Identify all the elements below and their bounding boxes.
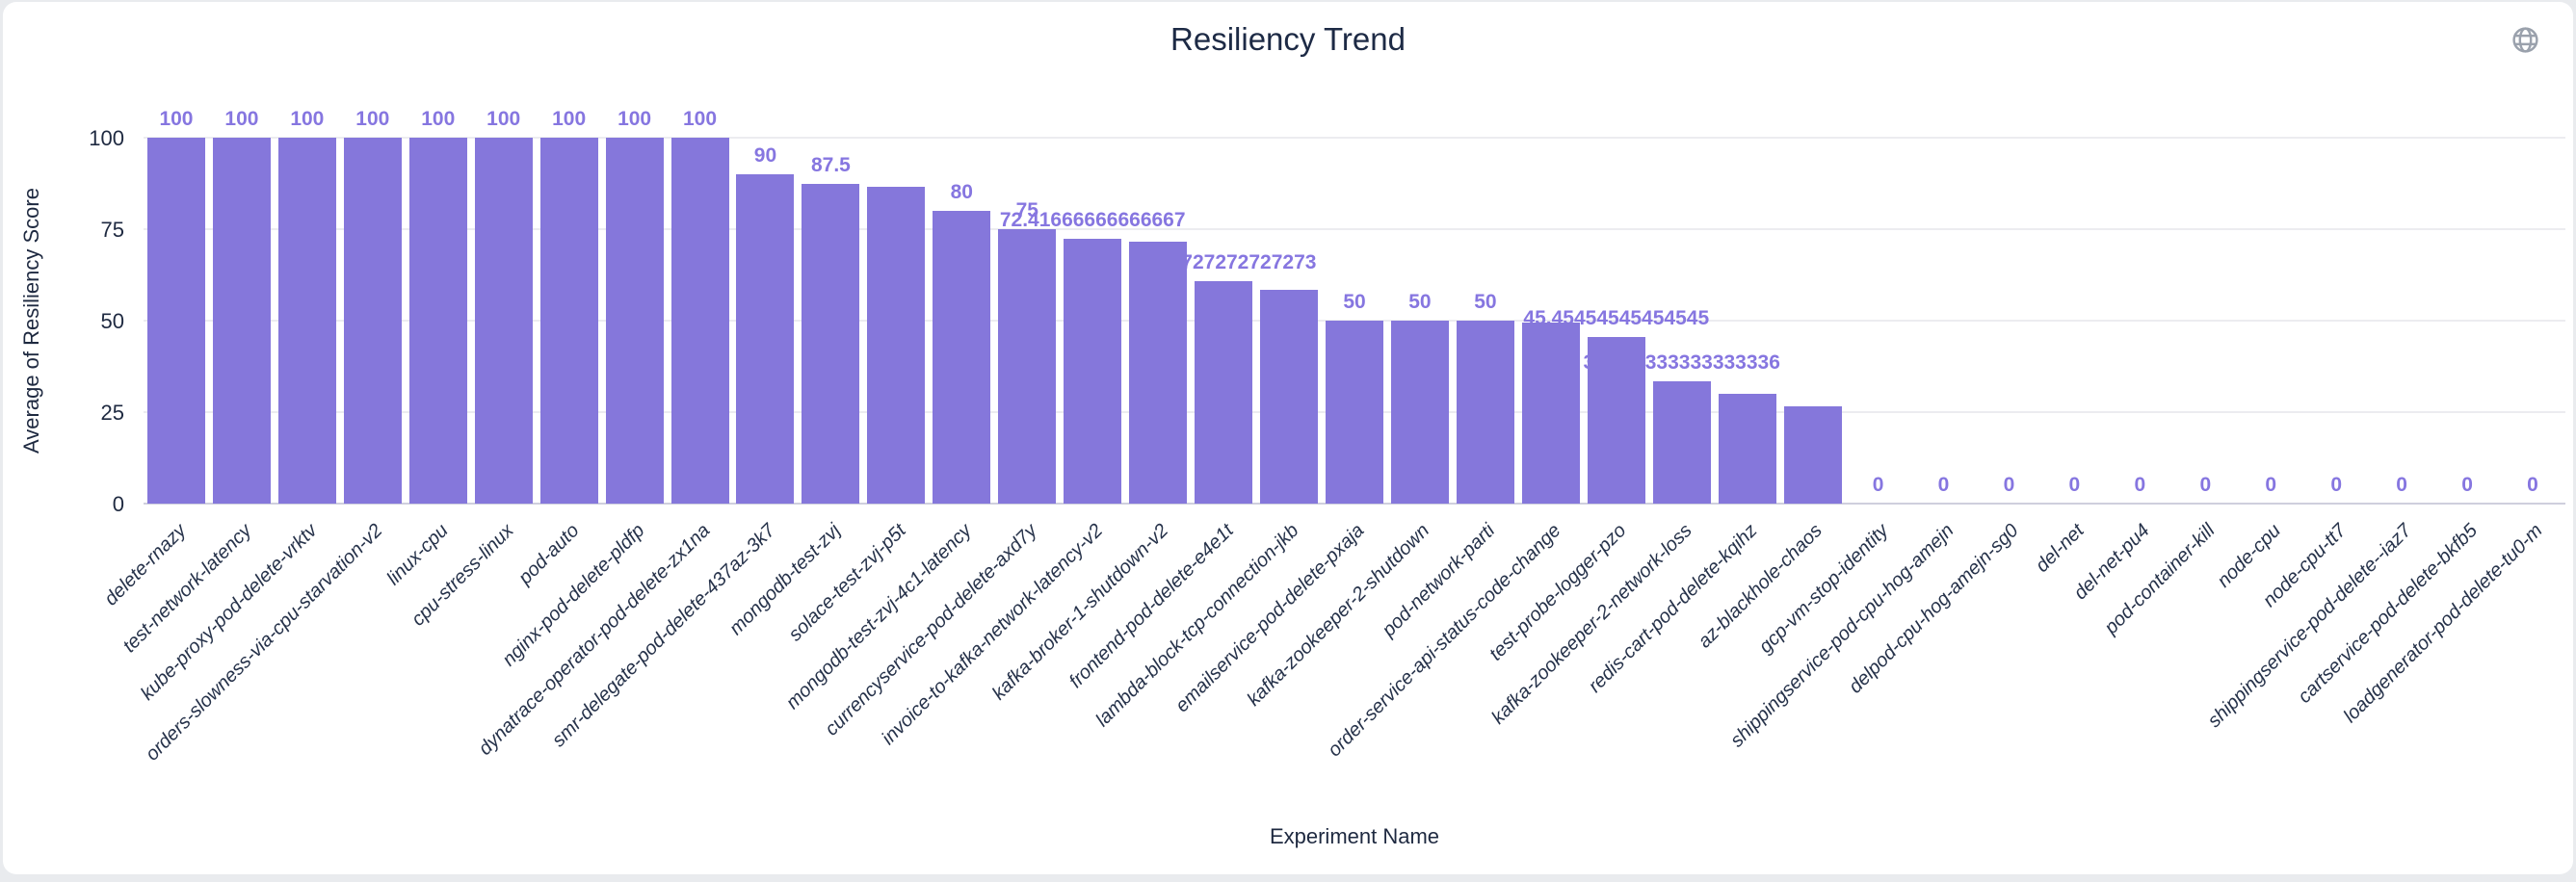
bar-value-label: 100	[224, 108, 259, 130]
bar-value-label: 0	[1872, 474, 1884, 496]
bar-pod-network-parti[interactable]	[1456, 321, 1514, 504]
bar-value-label: 87.5	[810, 153, 851, 176]
bar-currencyservice-pod-delete-axd7y[interactable]	[998, 229, 1057, 504]
bar-orders-slowness-via-cpu-starvation-v2[interactable]	[343, 138, 402, 504]
bar-delete-rnazy[interactable]	[146, 138, 205, 504]
bar-value-label: 90	[753, 144, 777, 167]
bar-chart-plot-area: 0 25 50 75 100 100 delete-rnazy 100 test-network…	[3, 2, 2573, 874]
y-tick-label: 100	[89, 126, 124, 150]
x-tick-label: pod-network-parti	[1378, 520, 1500, 641]
bar-value-label: 0	[2330, 474, 2343, 496]
bar-value-label: 0	[2003, 474, 2015, 496]
x-tick-label: az-blackhole-chaos	[1694, 520, 1827, 653]
bar-linux-cpu[interactable]	[408, 138, 467, 504]
bar-invoice-to-kafka-network-latency-v2[interactable]	[1064, 238, 1122, 504]
bar-frontend-pod-delete-e4e1t[interactable]	[1195, 281, 1253, 504]
bar-value-label: 0	[2396, 474, 2407, 496]
bar-value-label: 0	[2265, 474, 2277, 496]
x-tick-label: pod-container-kill	[2100, 520, 2220, 638]
bar-value-label: 100	[290, 108, 325, 130]
y-tick-label: 25	[100, 401, 124, 425]
y-tick-label: 75	[100, 218, 124, 242]
bar-value-label: 100	[683, 108, 718, 130]
bar-value-label: 100	[618, 108, 652, 130]
gridline	[144, 228, 2565, 230]
bar-value-label: 0	[2199, 474, 2212, 496]
bar-test-network-latency[interactable]	[212, 138, 271, 504]
x-tick-label: solace-test-zvj-p5t	[784, 520, 910, 646]
bar-value-label: 100	[159, 108, 194, 130]
bar-value-label: 100	[421, 108, 456, 130]
bar-nginx-pod-delete-pldfp[interactable]	[605, 138, 664, 504]
bar-value-label: 100	[552, 108, 587, 130]
x-tick-label: del-net	[2032, 520, 2089, 577]
bar-value-label: 0	[1937, 474, 1950, 496]
bar-redis-cart-pod-delete-kqihz[interactable]	[1718, 394, 1776, 504]
y-tick-label: 50	[100, 309, 124, 333]
bar-value-label: 50	[1474, 291, 1497, 313]
bar-value-label: 0	[2527, 474, 2538, 496]
bar-value-label: 0	[2068, 474, 2081, 496]
bar-az-blackhole-chaos[interactable]	[1783, 405, 1842, 504]
x-tick-label: order-service-api-status-code-change	[1324, 520, 1565, 762]
x-axis-title: Experiment Name	[1269, 824, 1440, 848]
globe-icon[interactable]	[2510, 25, 2540, 55]
bar-value-label: 100	[355, 108, 390, 130]
x-tick-label: mongodb-test-zvj	[724, 520, 845, 640]
x-axis-line	[144, 503, 2565, 505]
y-axis-title: Average of Resiliency Score	[19, 188, 43, 454]
bar-value-label: 0	[2134, 474, 2146, 496]
bar-dynatrace-operator-pod-delete-zx1na[interactable]	[670, 138, 729, 504]
bar-kafka-zookeeper-2-network-loss[interactable]	[1652, 381, 1711, 504]
bar-pod-auto[interactable]	[539, 138, 598, 504]
bar-test-probe-logger-pzo[interactable]	[1587, 337, 1645, 504]
bar-cpu-stress-linux[interactable]	[474, 138, 533, 504]
bar-value-label: 50	[1408, 291, 1432, 313]
bar-kube-proxy-pod-delete-vrktv[interactable]	[277, 138, 336, 504]
bar-value-label: 72.41666666666667	[999, 208, 1186, 231]
bar-lambda-block-tcp-connection-jkb[interactable]	[1260, 290, 1319, 504]
bar-emailservice-pod-delete-pxaja[interactable]	[1326, 321, 1383, 504]
bar-kafka-broker-1-shutdown-v2[interactable]	[1129, 241, 1188, 504]
x-tick-label: dynatrace-operator-pod-delete-zx1na	[474, 520, 715, 760]
bar-order-service-api-status-code-change[interactable]	[1521, 322, 1580, 504]
bar-smr-delegate-pod-delete-437az-3k7[interactable]	[736, 174, 795, 504]
bar-value-label: 0	[2461, 474, 2473, 496]
chart-title: Resiliency Trend	[1170, 21, 1406, 57]
bar-value-label: 100	[486, 108, 521, 130]
bar-value-label: 80	[950, 181, 973, 203]
bar-solace-test-zvj-p5t[interactable]	[867, 187, 926, 504]
gridline	[144, 137, 2565, 139]
bar-mongodb-test-zvj-4c1-latency[interactable]	[933, 211, 991, 504]
chart-card: Resiliency Trend 0 25 50 75 100 100 delete-rna…	[3, 2, 2573, 874]
bar-mongodb-test-zvj[interactable]	[802, 183, 860, 504]
bar-kafka-zookeeper-2-shutdown[interactable]	[1390, 321, 1449, 504]
y-tick-label: 0	[112, 492, 124, 516]
x-tick-label: orders-slowness-via-cpu-starvation-v2	[141, 520, 387, 765]
bar-value-label: 50	[1343, 291, 1366, 313]
bar-value-label: 75	[1015, 199, 1038, 221]
